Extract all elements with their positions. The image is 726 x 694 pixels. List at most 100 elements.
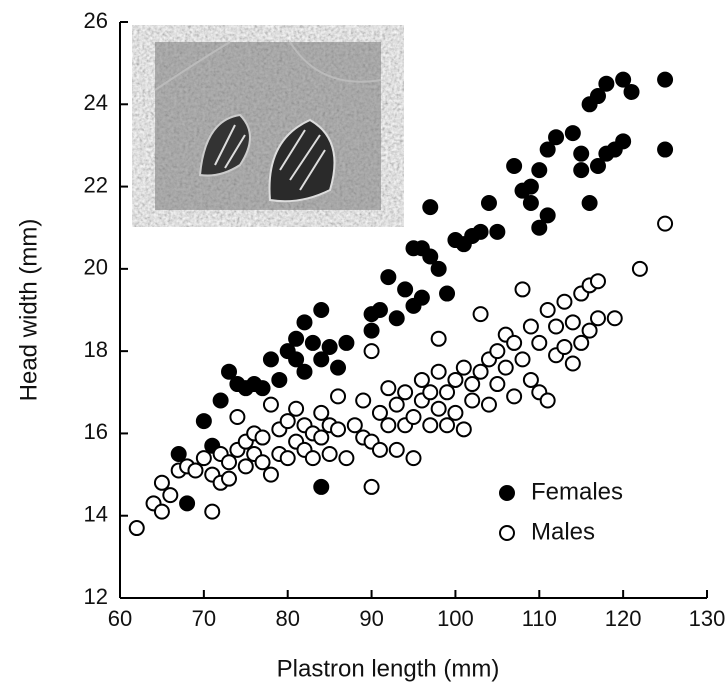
scatter-point bbox=[365, 324, 379, 338]
scatter-point bbox=[532, 221, 546, 235]
scatter-point bbox=[381, 270, 395, 284]
scatter-point bbox=[205, 505, 219, 519]
scatter-point bbox=[289, 332, 303, 346]
scatter-point bbox=[306, 336, 320, 350]
scatter-point bbox=[474, 307, 488, 321]
x-tick-label: 80 bbox=[275, 606, 299, 631]
x-tick-label: 100 bbox=[437, 606, 474, 631]
scatter-point bbox=[566, 315, 580, 329]
scatter-point bbox=[474, 365, 488, 379]
scatter-point bbox=[155, 505, 169, 519]
scatter-point bbox=[524, 196, 538, 210]
scatter-point bbox=[507, 159, 521, 173]
scatter-point bbox=[155, 476, 169, 490]
scatter-point bbox=[566, 126, 580, 140]
inset-photo bbox=[155, 42, 381, 210]
scatter-point bbox=[482, 196, 496, 210]
scatter-point bbox=[616, 73, 630, 87]
scatter-point bbox=[256, 431, 270, 445]
y-axis-label: Head width (mm) bbox=[15, 219, 42, 402]
scatter-point bbox=[432, 365, 446, 379]
scatter-point bbox=[423, 418, 437, 432]
x-tick-label: 130 bbox=[689, 606, 726, 631]
scatter-point bbox=[524, 319, 538, 333]
scatter-point bbox=[574, 147, 588, 161]
y-tick-label: 12 bbox=[84, 584, 108, 609]
scatter-point bbox=[264, 468, 278, 482]
scatter-point bbox=[591, 274, 605, 288]
scatter-point bbox=[188, 463, 202, 477]
scatter-point bbox=[339, 336, 353, 350]
scatter-point bbox=[490, 225, 504, 239]
scatter-point bbox=[180, 496, 194, 510]
y-tick-label: 26 bbox=[84, 8, 108, 33]
scatter-point bbox=[281, 451, 295, 465]
scatter-point bbox=[566, 356, 580, 370]
scatter-point bbox=[348, 418, 362, 432]
scatter-point bbox=[407, 410, 421, 424]
scatter-point bbox=[591, 159, 605, 173]
scatter-point bbox=[415, 291, 429, 305]
x-tick-label: 60 bbox=[108, 606, 132, 631]
scatter-point bbox=[331, 361, 345, 375]
scatter-point bbox=[599, 77, 613, 91]
scatter-point bbox=[398, 282, 412, 296]
scatter-point bbox=[163, 488, 177, 502]
legend-marker bbox=[500, 486, 514, 500]
scatter-point bbox=[314, 480, 328, 494]
scatter-point bbox=[574, 336, 588, 350]
scatter-point bbox=[264, 352, 278, 366]
scatter-point bbox=[457, 361, 471, 375]
legend-label: Females bbox=[531, 478, 623, 505]
scatter-point bbox=[423, 385, 437, 399]
scatter-point bbox=[557, 295, 571, 309]
y-tick-label: 24 bbox=[84, 90, 108, 115]
scatter-point bbox=[507, 389, 521, 403]
scatter-point bbox=[222, 472, 236, 486]
scatter-point bbox=[172, 447, 186, 461]
scatter-point bbox=[323, 447, 337, 461]
scatter-point bbox=[516, 282, 530, 296]
scatter-point bbox=[230, 410, 244, 424]
scatter-point bbox=[440, 418, 454, 432]
scatter-point bbox=[608, 311, 622, 325]
scatter-point bbox=[398, 385, 412, 399]
scatter-point bbox=[373, 406, 387, 420]
scatter-point bbox=[314, 303, 328, 317]
y-tick-label: 20 bbox=[84, 255, 108, 280]
scatter-point bbox=[499, 361, 513, 375]
scatter-point bbox=[423, 250, 437, 264]
scatter-point bbox=[625, 85, 639, 99]
scatter-point bbox=[557, 340, 571, 354]
scatter-point bbox=[432, 402, 446, 416]
scatter-point bbox=[524, 373, 538, 387]
scatter-point bbox=[541, 208, 555, 222]
scatter-point bbox=[440, 287, 454, 301]
scatter-point bbox=[591, 89, 605, 103]
scatter-point bbox=[457, 422, 471, 436]
scatter-point bbox=[524, 180, 538, 194]
scatter-point bbox=[306, 451, 320, 465]
scatter-point bbox=[549, 130, 563, 144]
scatter-point bbox=[507, 336, 521, 350]
scatter-point bbox=[390, 311, 404, 325]
scatter-point bbox=[448, 406, 462, 420]
scatter-point bbox=[465, 394, 479, 408]
scatter-point bbox=[465, 377, 479, 391]
scatter-point bbox=[297, 315, 311, 329]
scatter-point bbox=[532, 336, 546, 350]
scatter-point bbox=[658, 143, 672, 157]
x-tick-label: 120 bbox=[605, 606, 642, 631]
scatter-point bbox=[591, 311, 605, 325]
scatter-point bbox=[658, 217, 672, 231]
scatter-point bbox=[281, 414, 295, 428]
scatter-point bbox=[574, 163, 588, 177]
scatter-point bbox=[373, 443, 387, 457]
scatter-point bbox=[314, 406, 328, 420]
scatter-point bbox=[474, 225, 488, 239]
y-tick-label: 16 bbox=[84, 419, 108, 444]
y-tick-label: 18 bbox=[84, 337, 108, 362]
scatter-point bbox=[256, 381, 270, 395]
scatter-point bbox=[658, 73, 672, 87]
scatter-point bbox=[549, 319, 563, 333]
